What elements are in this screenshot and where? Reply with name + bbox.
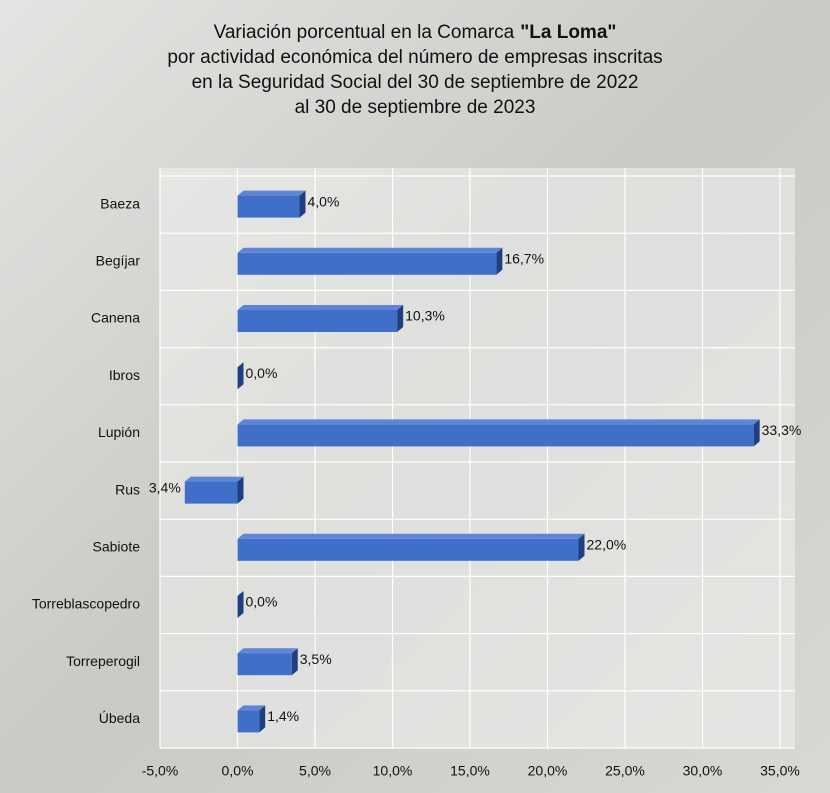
y-tick-label: Úbeda [99, 710, 140, 726]
bar-top [237, 705, 266, 711]
y-tick-label: Sabiote [93, 539, 141, 555]
bar-side [299, 190, 306, 218]
value-label: 3,5% [300, 651, 332, 667]
y-tick-label: Begíjar [96, 253, 141, 269]
bar-side [237, 362, 244, 390]
title-line: Variación porcentual en la Comarca "La Lo… [214, 22, 617, 43]
bar-side [237, 476, 244, 504]
bar-top [184, 476, 244, 482]
title-text: por actividad económica del número de em… [167, 47, 662, 68]
bar [237, 252, 497, 275]
bar [237, 310, 398, 332]
bar-top [237, 533, 585, 539]
title: Variación porcentual en la Comarca "La Lo… [167, 22, 662, 118]
value-label: 0,0% [246, 365, 278, 381]
bar [237, 653, 292, 676]
title-line: por actividad económica del número de em… [167, 47, 662, 68]
bar-top [237, 247, 503, 253]
bar-side [259, 705, 266, 733]
x-tick-label: 35,0% [760, 763, 800, 779]
value-label: 10,3% [405, 308, 445, 324]
value-label: 1,4% [267, 708, 299, 724]
bar [237, 538, 579, 561]
y-tick-label: Canena [91, 310, 140, 326]
bar-top [237, 190, 306, 196]
bar [237, 424, 754, 447]
bar-side [753, 419, 760, 447]
y-tick-label: Torreblascopedro [32, 596, 140, 612]
bar-side [496, 247, 503, 275]
x-tick-label: -5,0% [142, 763, 179, 779]
value-label: 0,0% [246, 594, 278, 610]
x-tick-label: 20,0% [528, 763, 568, 779]
value-label: 22,0% [587, 537, 627, 553]
bar-top [237, 648, 298, 654]
bar [237, 710, 260, 733]
bar-top [237, 419, 760, 425]
title-text: en la Seguridad Social del 30 de septiem… [192, 72, 639, 93]
y-tick-label: Baeza [100, 195, 140, 211]
y-tick-label: Rus [115, 481, 140, 497]
bar-side [578, 533, 585, 561]
y-tick-label: Lupión [98, 424, 140, 440]
x-tick-label: 0,0% [222, 763, 254, 779]
y-tick-label: Ibros [109, 367, 140, 383]
title-text: al 30 de septiembre de 2023 [295, 97, 536, 118]
x-tick-label: 30,0% [683, 763, 723, 779]
value-label: 16,7% [504, 251, 544, 267]
title-line: al 30 de septiembre de 2023 [295, 97, 536, 118]
value-label: 4,0% [308, 193, 340, 209]
bar-top [237, 305, 404, 310]
bar-side [291, 648, 298, 676]
y-tick-label: Torreperogil [66, 653, 140, 669]
x-tick-label: 10,0% [373, 763, 413, 779]
x-tick-label: 25,0% [605, 763, 645, 779]
x-tick-label: 15,0% [450, 763, 490, 779]
bar-side [237, 591, 244, 618]
value-label: 3,4% [149, 479, 181, 495]
title-line: en la Seguridad Social del 30 de septiem… [192, 72, 639, 93]
bar [184, 481, 238, 504]
bar-side [397, 305, 404, 332]
x-tick-label: 5,0% [299, 763, 331, 779]
title-text: "La Loma" [520, 22, 616, 43]
title-text: Variación porcentual en la Comarca [214, 22, 515, 43]
value-label: 33,3% [762, 422, 802, 438]
bar [237, 195, 300, 218]
